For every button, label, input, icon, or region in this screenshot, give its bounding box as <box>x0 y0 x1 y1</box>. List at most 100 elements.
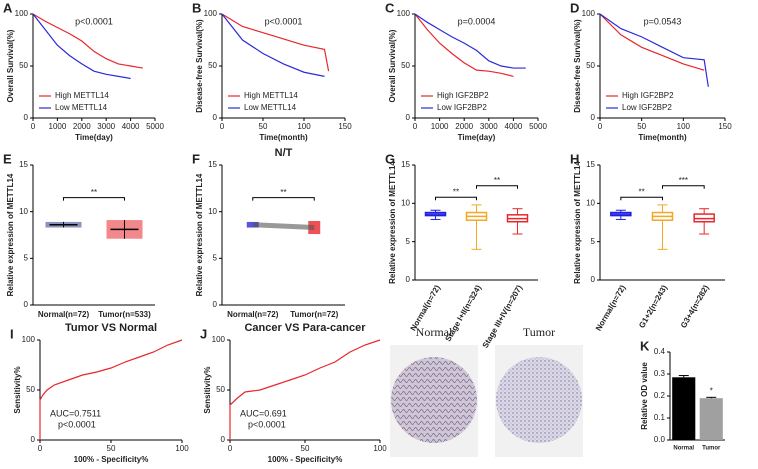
y-tick-label: 0 <box>31 435 36 444</box>
bar <box>672 377 696 440</box>
x-tick-label: 50 <box>637 122 646 131</box>
p-value: p=0.0543 <box>644 16 682 26</box>
x-tick-label: 5000 <box>529 122 547 131</box>
y-axis-label: Disease-free Survival(%) <box>195 19 204 113</box>
y-tick-label: 0 <box>213 300 218 309</box>
x-tick-label: Tumor(n=72) <box>290 310 338 319</box>
panel-letter: B <box>192 0 201 15</box>
y-tick-label: 15 <box>401 160 410 169</box>
y-tick-label: 100 <box>582 9 596 18</box>
p-value: p<0.0001 <box>75 16 113 26</box>
panel-letter: K <box>640 338 650 353</box>
significance-label: ** <box>280 188 286 197</box>
legend-label: Low IGF2BP2 <box>622 103 672 112</box>
x-axis-label: 100% - Specificity% <box>74 455 149 464</box>
y-tick-label: 100 <box>212 335 226 344</box>
image-title: Normal <box>416 325 453 339</box>
y-tick-label: 100 <box>204 9 218 18</box>
significance-bracket <box>435 196 477 201</box>
x-tick-label: 0 <box>228 444 233 453</box>
y-tick-label: 15 <box>19 160 28 169</box>
y-tick-label: 5 <box>406 237 411 246</box>
panel-letter: H <box>570 151 579 166</box>
y-tick-label: 0 <box>24 113 29 122</box>
box <box>693 213 715 223</box>
panel-title: N/T <box>275 147 293 159</box>
y-tick-label: 15 <box>208 160 217 169</box>
y-axis-label: Sensitivity% <box>203 366 212 413</box>
x-tick-label: 1000 <box>431 122 449 131</box>
x-tick-label: 100 <box>175 444 189 453</box>
x-tick-label: 50 <box>107 444 116 453</box>
y-tick-label: 0 <box>221 435 226 444</box>
p-value: p<0.0001 <box>265 16 303 26</box>
x-tick-label: Tumor <box>702 446 721 452</box>
y-tick-label: 50 <box>208 61 217 70</box>
x-tick-label: 100 <box>297 122 311 131</box>
x-tick-label: Stage I+II(n=324) <box>443 283 483 343</box>
y-axis-label: Sensitivity% <box>13 366 22 413</box>
x-tick-label: Normal(n=72) <box>227 310 279 319</box>
x-tick-label: G1+2(n=243) <box>637 283 669 329</box>
y-axis-label: Disease-free Survival(%) <box>573 19 582 113</box>
x-axis-label: 100% - Specificity% <box>268 455 343 464</box>
x-tick-label: Tumor(n=533) <box>98 310 151 319</box>
survival-curve <box>221 13 325 77</box>
y-tick-label: 100 <box>15 9 29 18</box>
y-tick-label: 10 <box>586 198 595 207</box>
x-tick-label: 2000 <box>455 122 473 131</box>
x-axis-label: Time(month) <box>638 133 687 142</box>
ihc-image <box>391 357 477 443</box>
y-axis-label: Relative OD value <box>640 362 649 430</box>
survival-curve <box>599 13 705 71</box>
roc-annotation: AUC=0.7511 <box>50 408 101 418</box>
survival-curve <box>414 13 514 77</box>
x-tick-label: 150 <box>718 122 732 131</box>
x-axis-label: Time(month) <box>259 133 308 142</box>
y-tick-label: 50 <box>216 385 225 394</box>
survival-curve <box>414 13 526 69</box>
x-tick-label: 0 <box>31 122 36 131</box>
ihc-image <box>496 357 582 443</box>
y-tick-label: 0 <box>406 113 411 122</box>
y-axis-label: Relative expression of METTL14 <box>573 161 582 284</box>
y-tick-label: 0.4 <box>654 347 666 356</box>
bar <box>699 398 723 440</box>
y-axis-label: Relative expression of METTL14 <box>195 173 204 296</box>
y-tick-label: 50 <box>401 61 410 70</box>
y-tick-label: 0.2 <box>654 391 666 400</box>
x-tick-label: 100 <box>677 122 691 131</box>
roc-annotation: p<0.0001 <box>248 419 286 429</box>
roc-annotation: p<0.0001 <box>58 419 96 429</box>
roc-curve <box>39 339 183 440</box>
y-tick-label: 0 <box>591 275 596 284</box>
roc-annotation: AUC=0.691 <box>240 408 287 418</box>
x-tick-label: 0 <box>598 122 603 131</box>
y-tick-label: 50 <box>19 61 28 70</box>
panel-title: Cancer VS Para-cancer <box>244 322 366 334</box>
y-tick-label: 0.0 <box>654 435 666 444</box>
panel-letter: C <box>385 0 395 15</box>
panel-letter: D <box>570 0 579 15</box>
y-tick-label: 10 <box>208 207 217 216</box>
paired-line <box>252 222 315 231</box>
y-tick-label: 10 <box>401 198 410 207</box>
y-axis-label: Overall Survival(%) <box>6 29 15 102</box>
panel-letter: A <box>3 0 13 15</box>
x-tick-label: Normal(n=72) <box>594 283 628 332</box>
y-tick-label: 100 <box>397 9 411 18</box>
legend-label: High METTL14 <box>244 91 298 100</box>
survival-curve <box>221 13 330 72</box>
x-tick-label: Normal(n=72) <box>38 310 90 319</box>
x-tick-label: 0 <box>38 444 43 453</box>
legend-label: Low METTL14 <box>55 103 108 112</box>
y-tick-label: 100 <box>22 335 36 344</box>
survival-curve <box>32 13 143 69</box>
y-axis-label: Overall Survival(%) <box>388 29 397 102</box>
y-tick-label: 0.1 <box>654 413 666 422</box>
significance-label: ** <box>91 188 97 197</box>
significance-bracket <box>620 196 663 201</box>
x-tick-label: 3000 <box>480 122 498 131</box>
x-tick-label: 4000 <box>505 122 523 131</box>
